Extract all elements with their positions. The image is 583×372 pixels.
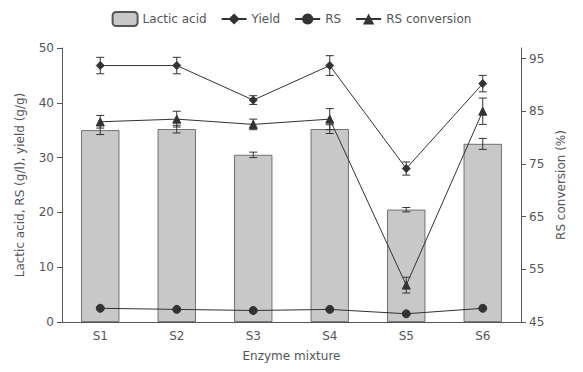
svg-text:40: 40	[39, 96, 54, 110]
svg-text:65: 65	[529, 210, 544, 224]
svg-text:S6: S6	[475, 329, 490, 343]
svg-text:RS conversion (%): RS conversion (%)	[554, 130, 568, 240]
svg-text:55: 55	[529, 262, 544, 276]
svg-text:85: 85	[529, 104, 544, 118]
svg-text:S1: S1	[93, 329, 108, 343]
svg-text:20: 20	[39, 205, 54, 219]
svg-text:Yield: Yield	[251, 12, 281, 26]
svg-text:50: 50	[39, 41, 54, 55]
svg-text:S5: S5	[399, 329, 414, 343]
svg-text:75: 75	[529, 157, 544, 171]
svg-text:10: 10	[39, 260, 54, 274]
svg-text:RS: RS	[325, 12, 341, 26]
svg-text:Enzyme mixture: Enzyme mixture	[243, 349, 341, 363]
svg-text:Lactic acid: Lactic acid	[143, 12, 207, 26]
svg-text:30: 30	[39, 151, 54, 165]
svg-text:RS conversion: RS conversion	[386, 12, 471, 26]
svg-text:Lactic acid, RS (g/l), yield (: Lactic acid, RS (g/l), yield (g/g)	[13, 93, 27, 278]
svg-text:0: 0	[46, 315, 54, 329]
svg-text:S4: S4	[322, 329, 337, 343]
svg-text:95: 95	[529, 52, 544, 66]
svg-text:45: 45	[529, 315, 544, 329]
svg-text:S3: S3	[246, 329, 261, 343]
svg-text:S2: S2	[169, 329, 184, 343]
